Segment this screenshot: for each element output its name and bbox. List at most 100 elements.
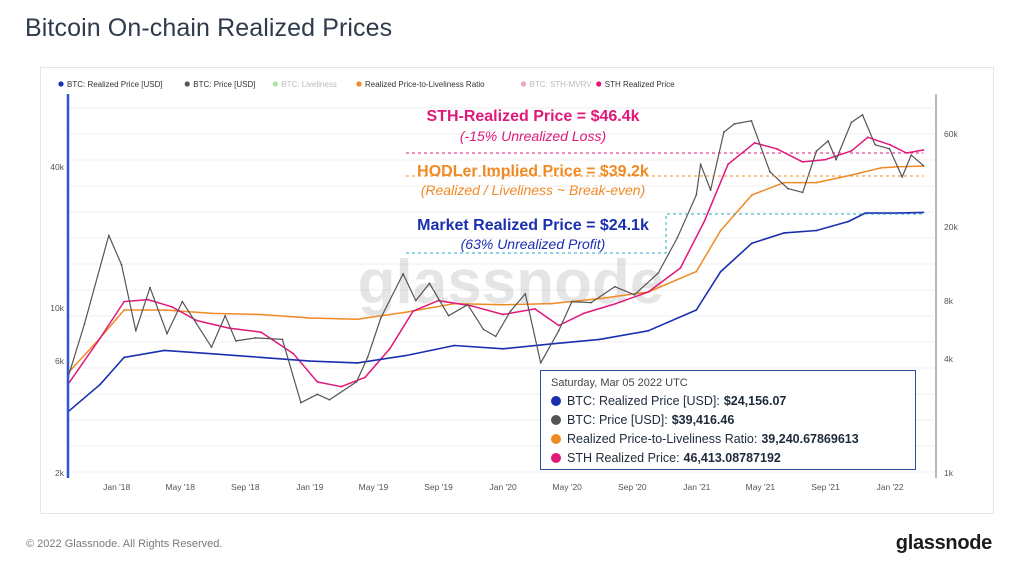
sth-subtitle: (-15% Unrealized Loss) xyxy=(460,128,606,144)
y-left-tick-1: 6k xyxy=(55,356,65,366)
legend-item-4: BTC: STH-MVRV xyxy=(530,80,593,89)
series-point-0 xyxy=(379,317,382,319)
series-point-3 xyxy=(557,324,560,327)
series-point-0 xyxy=(861,114,864,116)
y-right-tick-1: 4k xyxy=(944,354,954,364)
y-left-tick-0: 2k xyxy=(55,468,65,478)
x-tick-7: May '20 xyxy=(552,482,582,492)
series-point-1 xyxy=(123,356,125,359)
series-point-3 xyxy=(469,304,472,307)
series-point-0 xyxy=(901,176,904,178)
y-right-tick-3: 20k xyxy=(944,222,958,232)
series-point-0 xyxy=(355,381,358,383)
series-point-0 xyxy=(149,286,151,289)
series-point-0 xyxy=(428,282,431,285)
tooltip-row: BTC: Price [USD]: $39,416.46 xyxy=(551,410,905,429)
series-point-0 xyxy=(466,303,469,306)
legend-dot-1 xyxy=(184,81,190,87)
series-point-0 xyxy=(850,121,853,124)
series-point-0 xyxy=(801,191,804,194)
page-title: Bitcoin On-chain Realized Prices xyxy=(25,14,393,42)
series-point-0 xyxy=(910,154,913,156)
market-title: Market Realized Price = $24.1k xyxy=(417,217,649,234)
series-point-0 xyxy=(815,150,818,152)
tooltip-value: $39,416.46 xyxy=(671,412,735,427)
series-point-0 xyxy=(835,158,837,161)
series-point-3 xyxy=(412,310,414,312)
x-tick-4: May '19 xyxy=(359,482,389,492)
series-point-3 xyxy=(801,161,804,163)
series-point-2 xyxy=(550,302,553,305)
series-point-2 xyxy=(751,194,753,196)
legend-dot-3 xyxy=(356,81,362,87)
series-point-3 xyxy=(615,302,617,305)
legend-item-3: Realized Price-to-Liveliness Ratio xyxy=(365,80,485,89)
series-point-2 xyxy=(211,312,214,315)
legend-dot-4 xyxy=(520,81,527,87)
series-point-0 xyxy=(224,314,227,317)
series-point-0 xyxy=(590,301,592,304)
series-point-0 xyxy=(254,337,257,339)
chart-svg[interactable]: BTC: Realized Price [USD] BTC: Price [USD… xyxy=(41,68,993,513)
series-point-0 xyxy=(888,147,891,150)
chart-legend: BTC: Realized Price [USD] BTC: Price [USD… xyxy=(58,80,675,89)
series-point-2 xyxy=(356,318,359,321)
tooltip-label: Realized Price-to-Liveliness Ratio: xyxy=(567,431,758,446)
y-right-tick-2: 8k xyxy=(944,296,954,306)
tooltip-row: Realized Price-to-Liveliness Ratio: 39,24… xyxy=(551,429,905,448)
series-point-3 xyxy=(292,352,295,355)
x-tick-8: Sep '20 xyxy=(618,482,647,492)
series-point-2 xyxy=(309,317,311,319)
series-point-0 xyxy=(657,272,660,274)
x-tick-3: Jan '19 xyxy=(296,482,323,492)
series-point-0 xyxy=(107,234,110,237)
x-tick-11: Sep '21 xyxy=(811,482,840,492)
legend-dot-2 xyxy=(272,81,278,87)
series-point-3 xyxy=(582,312,585,315)
series-point-2 xyxy=(719,229,722,232)
series-point-0 xyxy=(699,163,702,166)
series-point-0 xyxy=(316,393,319,396)
series-point-0 xyxy=(83,323,86,326)
tooltip-label: STH Realized Price: xyxy=(567,450,680,465)
series-point-3 xyxy=(502,313,504,316)
series-point-1 xyxy=(453,344,456,347)
series-point-1 xyxy=(815,229,818,232)
series-point-0 xyxy=(509,310,512,312)
series-point-3 xyxy=(170,305,173,308)
series-point-0 xyxy=(571,300,573,303)
series-point-2 xyxy=(404,311,407,314)
series-point-2 xyxy=(260,313,263,316)
series-point-0 xyxy=(482,328,485,331)
y-right-tick-0: 1k xyxy=(944,468,954,478)
series-point-2 xyxy=(502,303,504,306)
series-point-3 xyxy=(388,347,391,350)
x-tick-12: Jan '22 xyxy=(876,482,903,492)
series-point-0 xyxy=(494,335,497,338)
series-point-3 xyxy=(260,331,263,334)
series-point-1 xyxy=(404,354,407,357)
legend-dot-0 xyxy=(58,81,64,87)
series-point-2 xyxy=(880,167,882,169)
watermark: glassnode xyxy=(358,248,665,317)
series-point-1 xyxy=(598,338,601,341)
series-point-0 xyxy=(210,346,213,348)
series-point-0 xyxy=(695,194,698,196)
tooltip-series-dot xyxy=(551,414,561,425)
sth-title: STH-Realized Price = $46.4k xyxy=(427,108,640,125)
series-point-0 xyxy=(750,119,753,122)
tooltip-value: $24,156.07 xyxy=(723,393,787,408)
brand-logo: glassnode xyxy=(895,532,993,554)
tooltip-series-dot xyxy=(551,395,561,406)
chart-series xyxy=(67,114,925,413)
series-point-1 xyxy=(356,362,359,364)
series-point-3 xyxy=(195,319,198,322)
series-point-1 xyxy=(99,383,102,386)
series-point-0 xyxy=(134,329,137,332)
series-point-0 xyxy=(922,164,925,167)
tooltip-label: BTC: Realized Price [USD]: xyxy=(567,393,720,408)
series-point-0 xyxy=(709,189,712,191)
series-point-0 xyxy=(281,338,284,341)
series-point-3 xyxy=(866,136,869,139)
x-tick-0: Jan '18 xyxy=(103,482,130,492)
